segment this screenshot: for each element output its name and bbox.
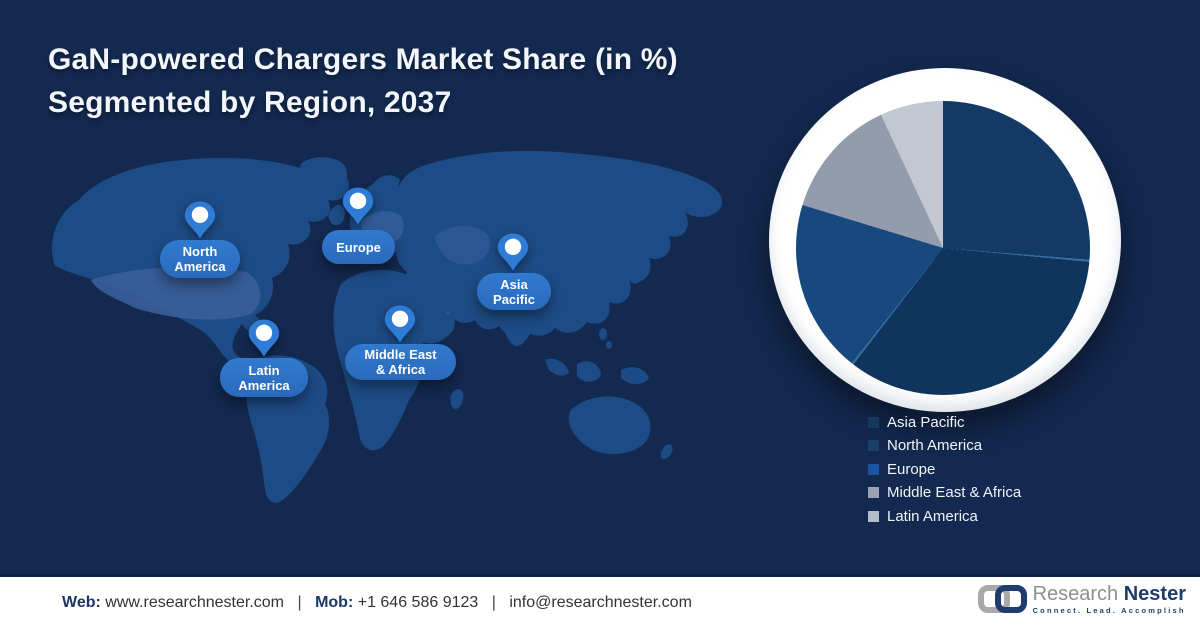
pie-chart bbox=[796, 101, 1090, 395]
logo-name-nester: Nester bbox=[1123, 582, 1186, 605]
island-new-zealand bbox=[660, 444, 673, 460]
map-label-text: North America bbox=[174, 244, 226, 274]
pie-legend: Asia Pacific North America Europe Middle Ea… bbox=[868, 413, 1021, 531]
map-label-latin-america: Latin America bbox=[220, 358, 308, 397]
map-label-middle-east-africa: Middle East & Africa bbox=[345, 344, 456, 380]
island-japan-south bbox=[629, 267, 643, 284]
legend-swatch bbox=[868, 510, 879, 522]
map-label-asia-pacific: Asia Pacific bbox=[477, 273, 551, 310]
map-pin-latin-america bbox=[247, 318, 281, 358]
island-japan-north bbox=[619, 248, 638, 267]
island-iceland bbox=[306, 181, 324, 191]
company-logo: Research Nester Connect. Lead. Accomplis… bbox=[977, 583, 1186, 615]
footer-bar: Web: www.researchnester.com | Mob: +1 64… bbox=[0, 574, 1200, 628]
legend-label: Middle East & Africa bbox=[887, 484, 1022, 501]
map-label-north-america: North America bbox=[160, 240, 240, 278]
island-madagascar bbox=[450, 389, 464, 409]
island-borneo bbox=[577, 361, 601, 382]
legend-swatch bbox=[868, 440, 879, 451]
island-philippines-1 bbox=[599, 328, 607, 340]
legend-label: Asia Pacific bbox=[887, 413, 965, 431]
logo-tagline: Connect. Lead. Accomplish bbox=[1032, 605, 1186, 615]
page-title-line2: Segmented by Region, 2037 bbox=[48, 86, 452, 119]
logo-name: Research Nester bbox=[1033, 584, 1186, 604]
legend-item-north-america: North America bbox=[868, 437, 1021, 455]
island-new-guinea bbox=[621, 367, 649, 384]
map-pin-europe bbox=[341, 186, 375, 226]
legend-item-middle-east-africa: Middle East & Africa bbox=[868, 484, 1021, 502]
page-title: GaN-powered Chargers Market Share (in %)… bbox=[48, 38, 788, 124]
website-link[interactable]: www.researchnester.com bbox=[105, 593, 284, 611]
separator: | bbox=[491, 593, 496, 611]
legend-item-europe: Europe bbox=[868, 460, 1021, 478]
legend-label: Latin America bbox=[887, 507, 978, 525]
web-label: Web: bbox=[62, 593, 101, 611]
legend-swatch bbox=[868, 463, 879, 475]
logo-chain-links-icon bbox=[977, 585, 1027, 613]
legend-label: North America bbox=[887, 437, 983, 454]
legend-swatch bbox=[868, 416, 879, 428]
map-label-text: Latin America bbox=[238, 362, 290, 393]
contact-line: Web: www.researchnester.com | Mob: +1 64… bbox=[62, 594, 692, 612]
map-pin-north-america bbox=[183, 200, 217, 240]
email-link[interactable]: info@researchnester.com bbox=[509, 593, 692, 611]
region-central-asia-highlight bbox=[435, 225, 491, 265]
logo-text: Research Nester Connect. Lead. Accomplis… bbox=[1033, 584, 1186, 615]
legend-swatch bbox=[868, 487, 879, 498]
island-sumatra bbox=[545, 358, 569, 376]
map-pin-middle-east-africa bbox=[383, 304, 417, 344]
legend-item-asia-pacific: Asia Pacific bbox=[868, 413, 1021, 431]
location-pin-icon bbox=[184, 201, 216, 239]
map-label-europe: Europe bbox=[322, 230, 395, 264]
map-label-text: Middle East & Africa bbox=[364, 347, 437, 377]
location-pin-icon bbox=[342, 187, 374, 225]
location-pin-icon bbox=[248, 319, 280, 357]
island-philippines-2 bbox=[606, 341, 612, 349]
continent-asia bbox=[393, 150, 723, 336]
map-pins-layer: North America Europe Asia Pacific Middle East… bbox=[25, 148, 735, 510]
map-label-text: Europe bbox=[336, 239, 381, 255]
mob-label: Mob: bbox=[315, 593, 354, 611]
map-pin-asia-pacific bbox=[496, 232, 530, 272]
logo-name-research: Research bbox=[1032, 582, 1119, 605]
location-pin-icon bbox=[497, 233, 529, 271]
map-label-text: Asia Pacific bbox=[493, 276, 535, 307]
world-map-area: North America Europe Asia Pacific Middle East… bbox=[25, 148, 735, 510]
legend-item-latin-america: Latin America bbox=[868, 507, 1021, 525]
region-usa-highlight bbox=[91, 267, 261, 320]
island-united-kingdom bbox=[328, 204, 345, 226]
page-title-line1: GaN-powered Chargers Market Share (in %) bbox=[48, 43, 678, 76]
legend-label: Europe bbox=[887, 460, 936, 478]
continent-australia bbox=[568, 396, 651, 455]
separator: | bbox=[297, 593, 302, 611]
location-pin-icon bbox=[384, 305, 416, 343]
phone-number: +1 646 586 9123 bbox=[357, 593, 479, 611]
